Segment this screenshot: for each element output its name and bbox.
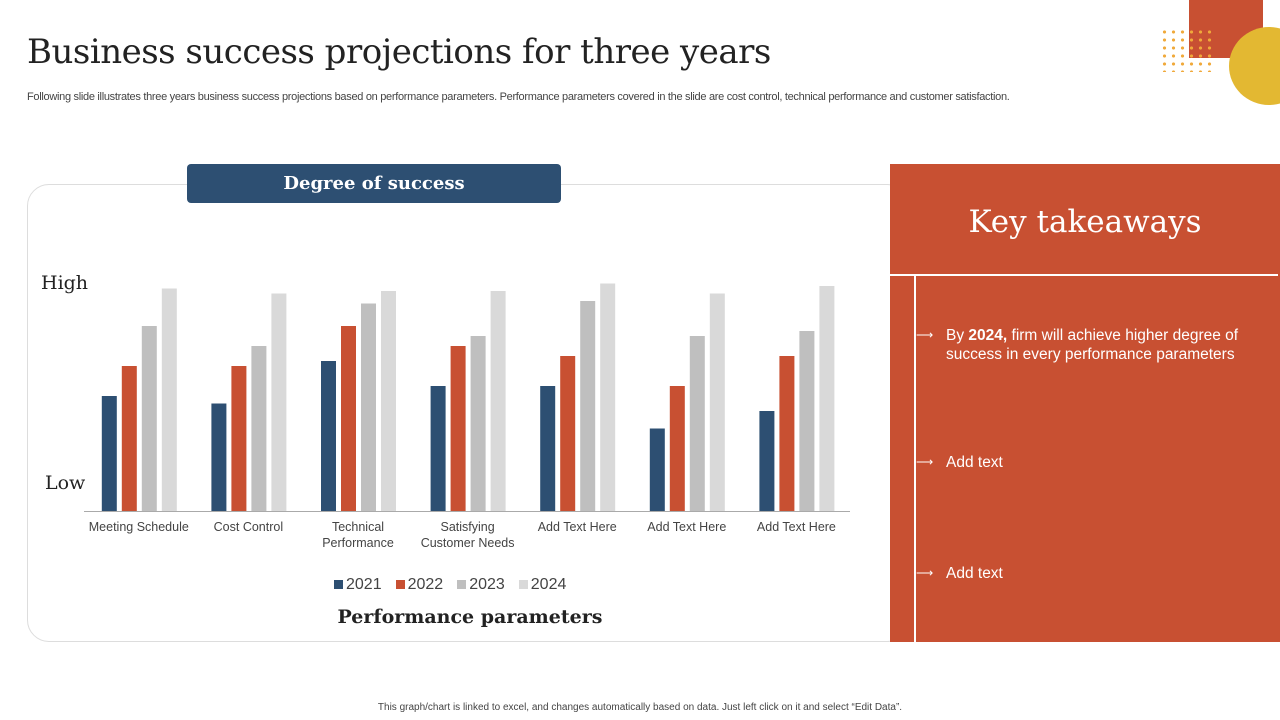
bar-2022 bbox=[450, 346, 466, 511]
key-takeaways-panel: Key takeaways ⟶ By 2024, firm will achie… bbox=[890, 164, 1280, 642]
chart-legend: 2021 2022 2023 2024 bbox=[334, 576, 566, 594]
takeaways-title: Key takeaways bbox=[968, 204, 1202, 240]
decor-dots bbox=[1160, 28, 1215, 72]
bar-2021 bbox=[211, 403, 227, 511]
bar-2024 bbox=[600, 283, 616, 511]
bar-2023 bbox=[580, 301, 596, 511]
bar-2023 bbox=[361, 303, 376, 511]
bar-2021 bbox=[321, 361, 336, 511]
bar-2021 bbox=[430, 386, 446, 511]
footer-note: This graph/chart is linked to excel, and… bbox=[377, 702, 903, 713]
x-tick-label: Meeting Schedule bbox=[89, 520, 189, 534]
arrow-right-icon: ⟶ bbox=[916, 328, 934, 342]
bar-2024 bbox=[819, 286, 835, 511]
legend-item: 2021 bbox=[334, 576, 382, 594]
legend-item: 2022 bbox=[395, 576, 443, 594]
y-label-low: Low bbox=[45, 472, 86, 494]
bar-2023 bbox=[799, 331, 815, 511]
legend-item: 2023 bbox=[457, 576, 505, 594]
y-label-high: High bbox=[41, 272, 89, 294]
x-tick-label: Performance bbox=[322, 536, 394, 550]
x-tick-label: Cost Control bbox=[214, 520, 283, 534]
bar-2023 bbox=[689, 336, 705, 511]
bar-2021 bbox=[101, 396, 117, 511]
bar-2022 bbox=[779, 356, 795, 511]
bar-2024 bbox=[271, 293, 287, 511]
bar-2023 bbox=[251, 346, 267, 511]
bar-2022 bbox=[121, 366, 137, 511]
divider bbox=[914, 276, 916, 642]
bar-2024 bbox=[381, 291, 396, 511]
bar-2022 bbox=[231, 366, 247, 511]
bar-2024 bbox=[161, 288, 177, 511]
bar-2021 bbox=[759, 411, 775, 511]
bar-chart[interactable]: Meeting Schedule Cost Control Technical Per… bbox=[0, 0, 900, 600]
x-tick-label: Add Text Here bbox=[538, 520, 617, 534]
x-axis-title: Performance parameters bbox=[337, 606, 603, 628]
bar-2022 bbox=[669, 386, 685, 511]
x-tick-label: Customer Needs bbox=[421, 536, 515, 550]
bar-2024 bbox=[709, 293, 725, 511]
x-tick-label: Add Text Here bbox=[757, 520, 836, 534]
bar-2022 bbox=[560, 356, 576, 511]
divider bbox=[890, 274, 1278, 276]
chart-title: Degree of success bbox=[187, 164, 561, 203]
arrow-right-icon: ⟶ bbox=[916, 455, 934, 469]
x-tick-label: Satisfying bbox=[440, 520, 494, 534]
legend-item: 2024 bbox=[518, 576, 566, 594]
page-title: Business success projections for three y… bbox=[27, 32, 771, 72]
bar-2024 bbox=[490, 291, 506, 511]
bar-2023 bbox=[470, 336, 486, 511]
bar-2023 bbox=[141, 326, 157, 511]
bar-2021 bbox=[540, 386, 556, 511]
page-subtitle: Following slide illustrates three years … bbox=[27, 91, 1010, 103]
bar-2021 bbox=[649, 428, 665, 511]
x-tick-label: Add Text Here bbox=[647, 520, 726, 534]
bar-2022 bbox=[341, 326, 356, 511]
arrow-right-icon: ⟶ bbox=[916, 566, 934, 580]
x-tick-label: Technical bbox=[332, 520, 384, 534]
